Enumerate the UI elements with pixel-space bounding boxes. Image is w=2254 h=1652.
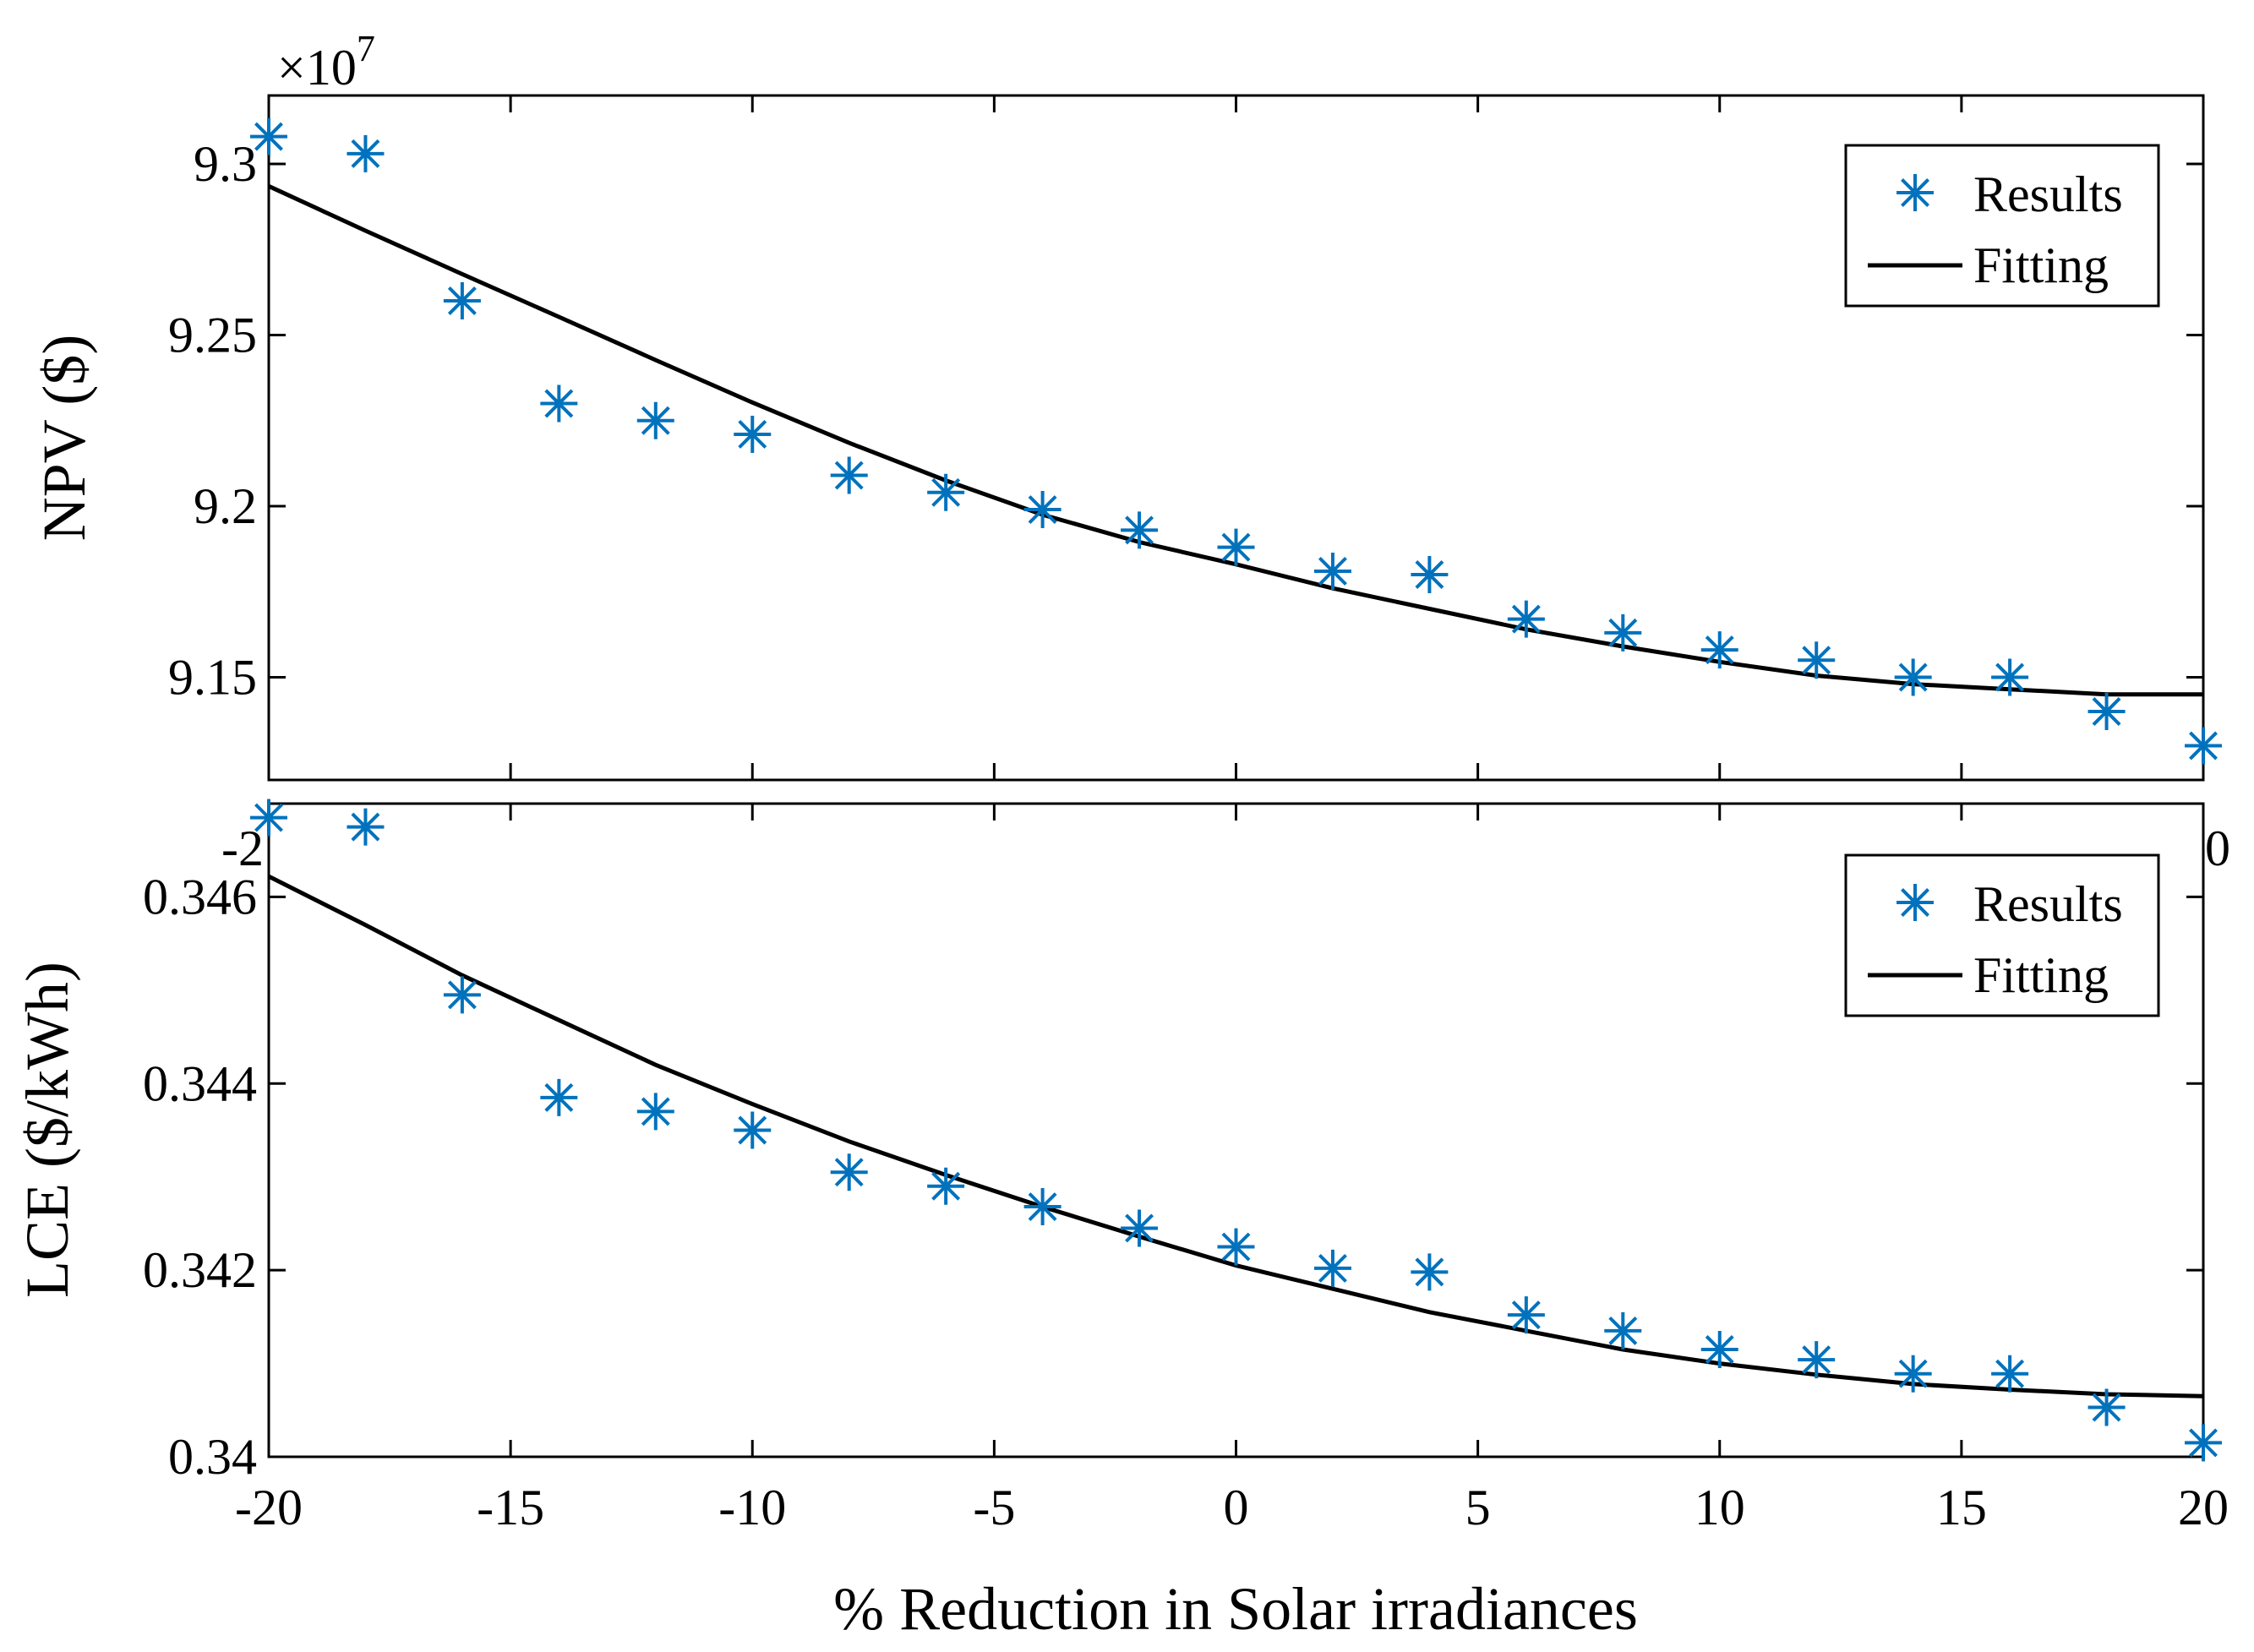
x-tick-label: -5 xyxy=(973,1480,1015,1535)
npv-legend-fitting-label: Fitting xyxy=(1973,237,2109,293)
results-marker xyxy=(636,1093,674,1131)
npv-results-markers xyxy=(250,117,2222,765)
lce-x-tick-labels: -20 -15 -10 -5 0 5 10 15 20 xyxy=(235,1480,2229,1535)
results-marker xyxy=(2088,693,2126,730)
results-marker xyxy=(2088,1388,2126,1426)
results-marker xyxy=(540,1078,578,1116)
results-marker xyxy=(250,117,287,155)
lce-fitting-line xyxy=(267,874,2204,1398)
results-marker xyxy=(443,282,481,319)
legend-asterisk xyxy=(1897,174,1934,211)
npv-legend-results-marker xyxy=(1897,174,1934,211)
results-marker xyxy=(1798,1341,1836,1379)
results-marker xyxy=(1798,641,1836,679)
results-marker xyxy=(1121,1209,1159,1247)
results-marker xyxy=(1217,1228,1255,1266)
y-tick-label: 0.342 xyxy=(143,1242,257,1298)
results-marker xyxy=(1894,658,1932,696)
results-marker xyxy=(1604,613,1642,652)
y-tick-label: 9.3 xyxy=(194,136,257,192)
npv-ticks xyxy=(267,95,2205,780)
results-marker xyxy=(1991,1355,2029,1393)
lce-legend-fitting-label: Fitting xyxy=(1973,947,2109,1003)
results-marker xyxy=(1991,658,2029,696)
y-tick-label: 9.2 xyxy=(194,478,257,534)
legend-asterisk xyxy=(1897,884,1934,921)
results-marker xyxy=(1023,491,1062,529)
results-marker xyxy=(1411,556,1449,593)
results-marker xyxy=(443,976,481,1014)
results-marker xyxy=(1313,552,1351,590)
npv-exponent-label: ×107 xyxy=(277,28,375,95)
results-marker xyxy=(1700,1331,1738,1369)
results-marker xyxy=(830,456,868,494)
x-tick-label: -10 xyxy=(718,1480,786,1535)
results-marker xyxy=(347,808,385,846)
results-marker xyxy=(1507,1296,1545,1334)
npv-y-axis-label: NPV ($) xyxy=(30,335,98,542)
lce-legend-box xyxy=(1844,853,2160,1017)
npv-legend-results-label: Results xyxy=(1973,166,2123,222)
x-tick-label: -20 xyxy=(235,1480,303,1535)
x-tick-label: 10 xyxy=(1695,1480,1745,1535)
x-tick-fragment: 0 xyxy=(2205,821,2230,876)
x-tick-label: 20 xyxy=(2178,1480,2229,1535)
results-marker xyxy=(1121,511,1159,549)
npv-y-tick-labels: 9.15 9.2 9.25 9.3 xyxy=(168,136,257,706)
results-marker xyxy=(927,473,965,511)
results-marker xyxy=(927,1167,965,1205)
npv-legend: Results Fitting xyxy=(1844,144,2160,308)
lce-y-axis-label: LCE ($/kWh) xyxy=(14,962,81,1298)
results-marker xyxy=(734,415,772,453)
y-tick-label: 9.25 xyxy=(168,308,257,363)
lce-legend: Results Fitting xyxy=(1844,853,2160,1017)
y-tick-label: 9.15 xyxy=(168,650,257,706)
x-tick-label: 5 xyxy=(1465,1480,1491,1535)
results-marker xyxy=(636,401,674,439)
results-marker xyxy=(830,1153,868,1191)
results-marker xyxy=(1604,1311,1642,1349)
y-tick-label: 0.344 xyxy=(143,1055,257,1111)
results-marker xyxy=(1894,1355,1932,1393)
results-marker xyxy=(1023,1188,1062,1226)
lce-results-markers xyxy=(250,799,2222,1462)
npv-legend-box xyxy=(1844,144,2160,308)
results-marker xyxy=(1217,528,1255,566)
x-tick-label: 0 xyxy=(1224,1480,1249,1535)
y-tick-label: 0.346 xyxy=(143,869,257,924)
lce-x-axis-label: % Reduction in Solar irradiances xyxy=(833,1575,1638,1643)
results-marker xyxy=(734,1111,772,1149)
results-marker xyxy=(1700,631,1738,669)
results-marker xyxy=(540,384,578,423)
results-marker xyxy=(347,134,385,172)
x-tick-label: 15 xyxy=(1936,1480,1987,1535)
results-marker xyxy=(1313,1249,1351,1287)
results-marker xyxy=(1411,1253,1449,1291)
y-tick-label: 0.34 xyxy=(168,1429,257,1485)
results-marker xyxy=(2185,1424,2222,1462)
lce-legend-results-label: Results xyxy=(1973,876,2123,932)
lce-y-tick-labels: 0.34 0.342 0.344 0.346 xyxy=(143,869,257,1485)
x-tick-label: -15 xyxy=(477,1480,544,1535)
results-marker xyxy=(1507,600,1545,638)
lce-legend-results-marker xyxy=(1897,884,1934,921)
results-marker xyxy=(250,799,287,837)
npv-panel: 9.159.29.259.3 -2 0 NPV ($) ×107 Results … xyxy=(30,28,2230,876)
results-marker xyxy=(2185,727,2222,765)
